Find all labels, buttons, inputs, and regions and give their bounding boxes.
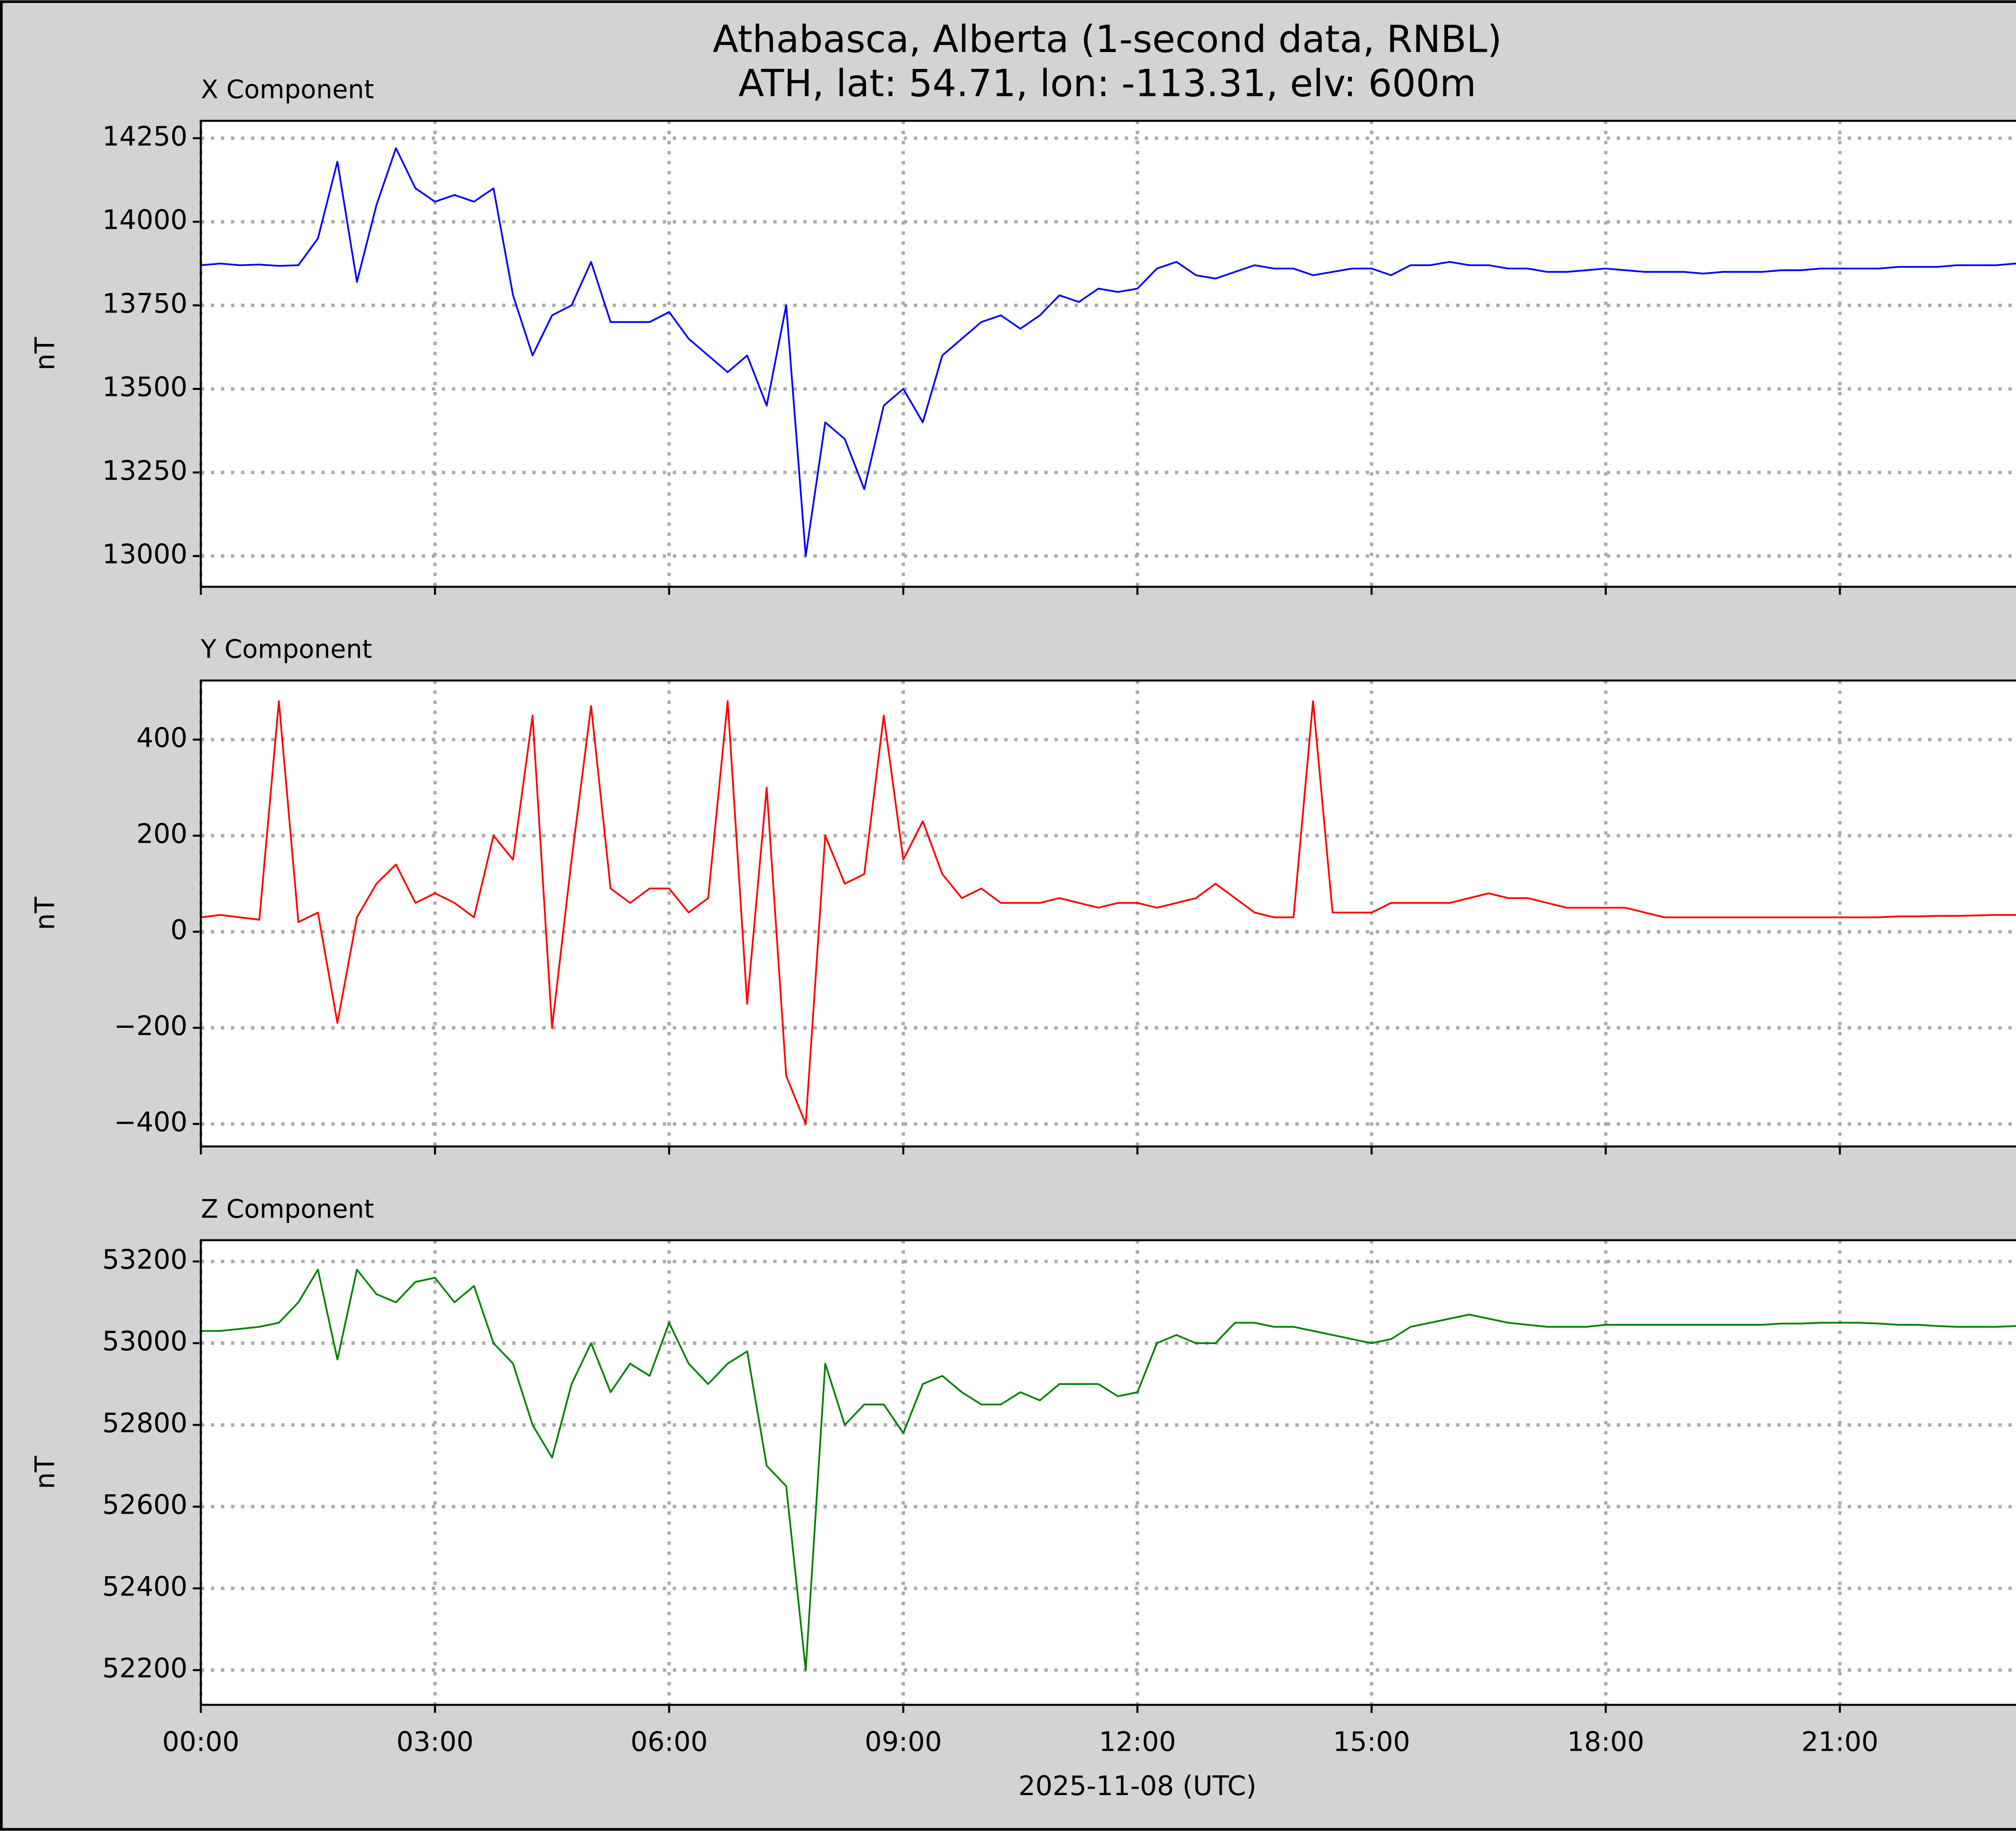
y-tick-label: 400 <box>136 722 187 753</box>
y-tick-label: 52800 <box>102 1407 187 1439</box>
figure-title: Athabasca, Alberta (1-second data, RNBL) <box>713 17 1502 61</box>
y-tick-label: 0 <box>171 914 187 946</box>
x-tick-label: 00:00 <box>162 1726 239 1757</box>
y-tick-label: 14250 <box>102 121 187 152</box>
panel-title: Y Component <box>200 634 372 664</box>
y-tick-label: 52600 <box>102 1489 187 1521</box>
x-tick-label: 18:00 <box>1567 1726 1644 1757</box>
x-tick-label: 06:00 <box>631 1726 708 1757</box>
y-tick-label: −200 <box>114 1010 187 1042</box>
panel-title: Z Component <box>201 1194 374 1224</box>
data-line <box>201 1269 2016 1671</box>
x-tick-label: 09:00 <box>865 1726 942 1757</box>
y-tick-label: 14000 <box>102 204 187 235</box>
plot-area <box>201 1240 2016 1705</box>
y-tick-label: 13500 <box>102 371 187 403</box>
plot-area <box>201 680 2016 1147</box>
y-tick-label: 53200 <box>102 1244 187 1275</box>
figure-subtitle: ATH, lat: 54.71, lon: -113.31, elv: 600m <box>738 62 1476 105</box>
y-tick-label: 200 <box>136 818 187 850</box>
data-line <box>200 700 2016 1125</box>
plot-frame <box>200 1239 2016 1706</box>
y-axis-label: nT <box>29 337 60 371</box>
y-tick-label: −400 <box>114 1106 187 1137</box>
plot-frame <box>200 679 2016 1148</box>
y-axis-label: nT <box>29 897 60 930</box>
x-tick-label: 12:00 <box>1099 1726 1176 1757</box>
panel-title: X Component <box>201 75 374 104</box>
data-line <box>200 147 2016 557</box>
y-tick-label: 13750 <box>102 287 187 319</box>
plot-frame <box>200 120 2016 588</box>
y-tick-label: 13250 <box>102 455 187 486</box>
y-tick-label: 52200 <box>102 1652 187 1684</box>
x-tick-label: 03:00 <box>396 1726 473 1757</box>
plot-area <box>201 121 2016 587</box>
y-axis-label: nT <box>29 1456 60 1489</box>
y-tick-label: 52400 <box>102 1571 187 1602</box>
x-axis-label: 2025-11-08 (UTC) <box>1018 1770 1257 1802</box>
x-tick-label: 21:00 <box>1801 1726 1878 1757</box>
y-tick-label: 13000 <box>102 538 187 570</box>
x-tick-label: 15:00 <box>1333 1726 1410 1757</box>
y-tick-label: 53000 <box>102 1325 187 1357</box>
